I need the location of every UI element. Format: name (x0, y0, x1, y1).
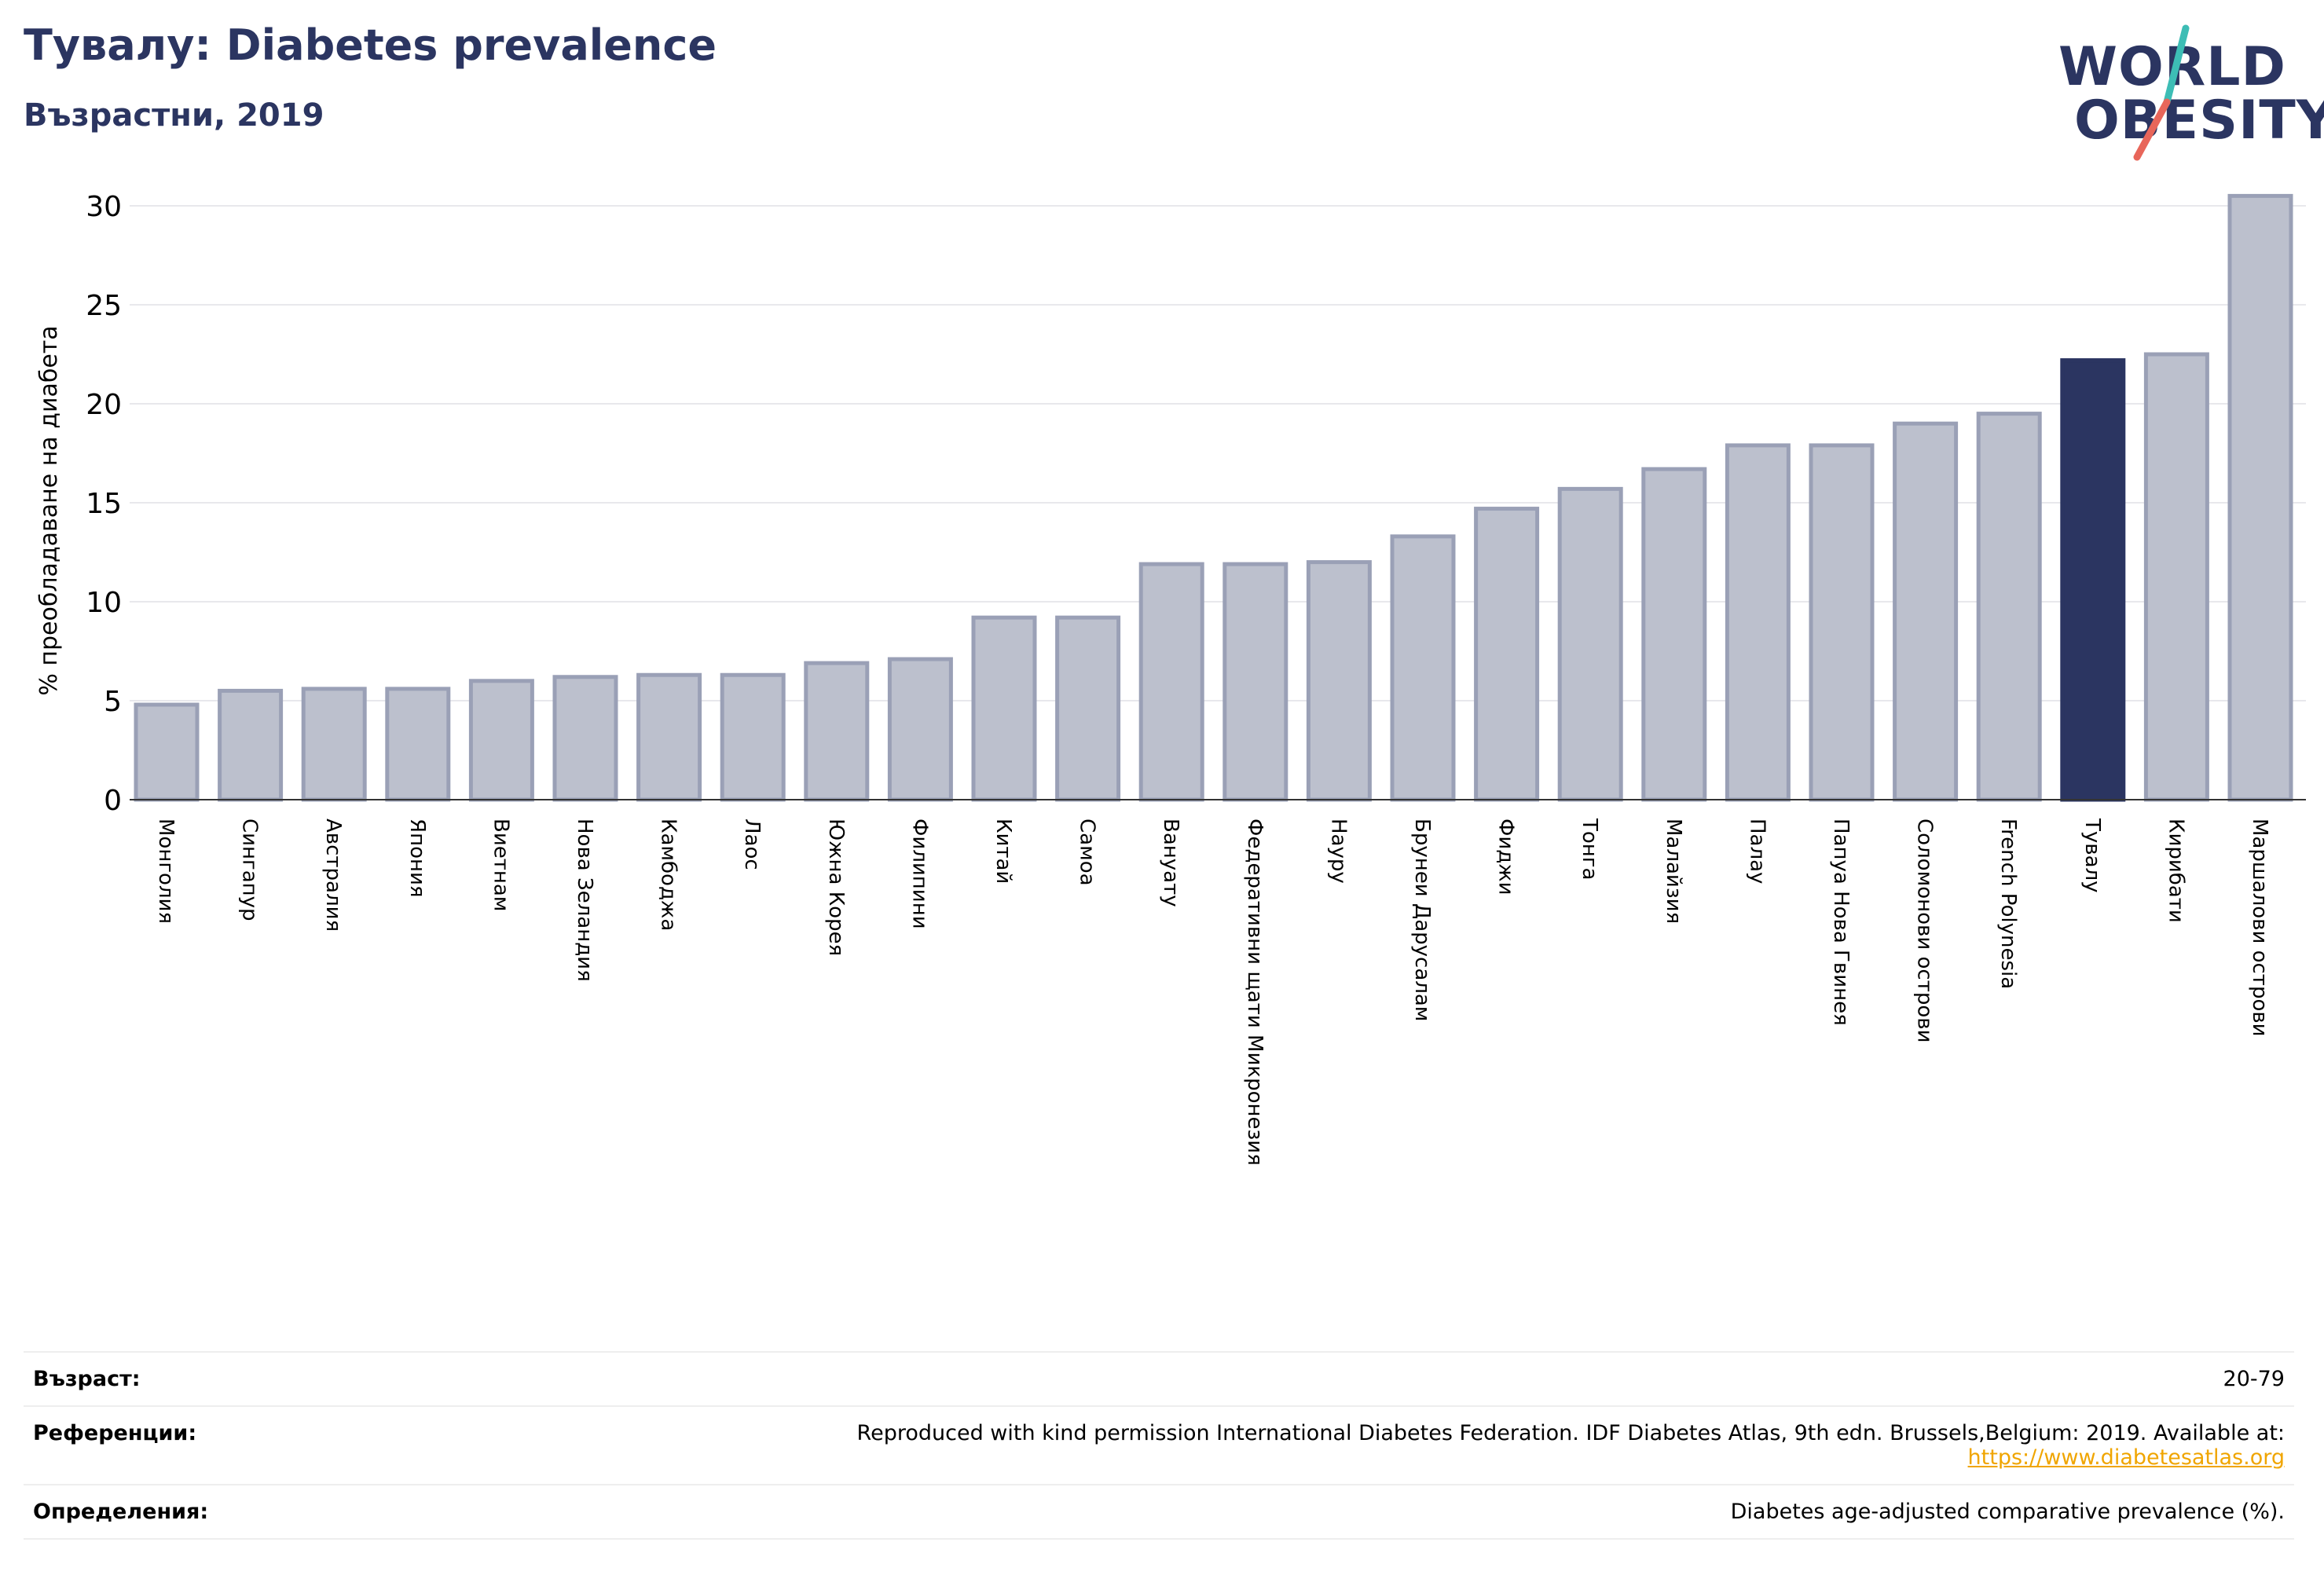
bar-4 (468, 679, 534, 802)
age-row: Възраст: 20-79 (24, 1352, 2294, 1406)
x-tick-label: Самоа (1076, 819, 1099, 886)
x-tick-label: Сингапур (238, 819, 262, 921)
x-tick-label: Лаос (740, 819, 764, 870)
x-tick-label: Тувалу (2080, 818, 2104, 893)
world-obesity-logo: WORLD OBESITY (2043, 24, 2324, 165)
x-tick-label: Папуа Нова Гвинея (1829, 819, 1853, 1026)
x-tick-label: Япония (405, 819, 429, 898)
y-tick-label: 30 (86, 191, 122, 223)
x-tick-label: Маршалови острови (2248, 819, 2271, 1037)
bar-23 (2060, 358, 2126, 802)
info-table: Възраст: 20-79 Референции: Reproduced wi… (24, 1351, 2294, 1540)
x-tick-label: Камбоджа (657, 819, 680, 931)
bar-0 (134, 702, 200, 802)
references-text: Reproduced with kind permission Internat… (856, 1421, 2285, 1445)
x-tick-label: Вануату (1159, 819, 1182, 907)
bar-14 (1306, 560, 1372, 802)
bar-13 (1222, 562, 1288, 802)
bar-3 (385, 687, 451, 802)
y-axis-label: % преобладаване на диабета (35, 325, 63, 695)
y-axis-ticks: 0 5 10 15 20 25 30 (86, 191, 122, 817)
bar-11 (1055, 615, 1121, 802)
y-tick-label: 20 (86, 389, 122, 421)
x-tick-label: Монголия (154, 819, 178, 924)
age-value: 20-79 (2223, 1367, 2285, 1391)
definitions-label: Определения: (33, 1500, 209, 1524)
bar-5 (552, 675, 618, 802)
y-tick-label: 25 (86, 290, 122, 322)
x-tick-label: Фиджи (1494, 819, 1518, 896)
x-tick-label: Филипини (907, 819, 931, 929)
chart-title: Тувалу: Diabetes prevalence (24, 20, 717, 70)
diabetes-atlas-link[interactable]: https://www.diabetesatlas.org (1967, 1445, 2285, 1470)
bar-12 (1138, 562, 1204, 802)
x-tick-label: Федеративни щати Микронезия (1243, 819, 1266, 1166)
x-tick-label: Науру (1326, 819, 1350, 884)
bar-19 (1725, 443, 1791, 802)
y-tick-label: 5 (104, 686, 122, 718)
y-tick-label: 10 (86, 587, 122, 619)
x-tick-label: Палау (1745, 819, 1769, 884)
y-tick-label: 0 (104, 785, 122, 817)
bar-10 (971, 615, 1037, 802)
x-tick-label: Брунеи Дарусалам (1410, 819, 1434, 1021)
y-tick-label: 15 (86, 488, 122, 520)
bar-21 (1893, 421, 1959, 802)
bar-1 (218, 688, 284, 802)
x-tick-label: Тонга (1578, 818, 1601, 880)
x-tick-label: Виетнам (489, 819, 512, 911)
references-label: Референции: (33, 1421, 197, 1445)
chart-subtitle: Възрастни, 2019 (24, 97, 324, 134)
bar-22 (1976, 412, 2042, 802)
bar-25 (2227, 193, 2293, 802)
x-tick-label: Соломонови острови (1913, 819, 1937, 1042)
x-tick-label: French Polynesia (1996, 819, 2020, 989)
bar-17 (1557, 486, 1623, 802)
bar-9 (887, 657, 953, 802)
bar-20 (1809, 443, 1875, 802)
x-tick-label: Китай (992, 819, 1015, 884)
logo-slash-icon (2133, 24, 2190, 161)
bar-16 (1474, 507, 1540, 802)
bar-2 (301, 687, 367, 802)
x-tick-label: Малайзия (1662, 819, 1685, 924)
bar-chart: 0 5 10 15 20 25 30 Монголия Сингапур Австралия Яп… (35, 191, 2306, 1166)
bar-6 (636, 672, 702, 802)
bar-18 (1641, 467, 1707, 802)
x-axis-labels: Монголия Сингапур Австралия Япония Виетнам Но… (154, 818, 2271, 1166)
x-tick-label: Южна Корея (824, 819, 848, 956)
references-value: Reproduced with kind permission Internat… (357, 1406, 2294, 1485)
logo-text-obesity: OBESITY (2074, 90, 2324, 152)
x-tick-label: Кирибати (2164, 819, 2187, 923)
bar-24 (2143, 352, 2209, 802)
bars (134, 193, 2293, 802)
bar-7 (720, 672, 786, 802)
references-row: Референции: Reproduced with kind permiss… (24, 1406, 2294, 1485)
x-tick-label: Австралия (321, 819, 345, 932)
x-tick-label: Нова Зеландия (573, 819, 596, 982)
definitions-row: Определения: Diabetes age-adjusted compa… (24, 1485, 2294, 1539)
definitions-value: Diabetes age-adjusted comparative preval… (1730, 1500, 2285, 1524)
bar-8 (804, 661, 870, 802)
age-label: Възраст: (33, 1367, 141, 1391)
bar-15 (1390, 534, 1456, 802)
